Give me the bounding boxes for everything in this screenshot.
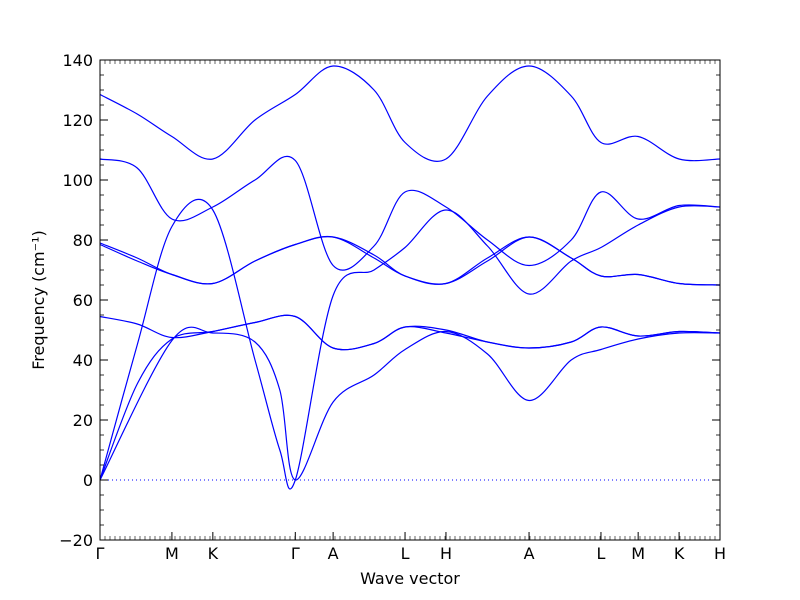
- y-tick-label: −20: [59, 531, 93, 550]
- series-branch-1: [99, 326, 721, 481]
- y-tick-label: 100: [62, 171, 93, 190]
- x-tick-label: M: [631, 544, 645, 563]
- y-tick-label: 0: [83, 471, 93, 490]
- x-tick-label: K: [674, 544, 685, 563]
- series-branch-6: [99, 198, 721, 490]
- y-tick-label: 20: [73, 411, 93, 430]
- x-tick-label: L: [401, 544, 410, 563]
- x-tick-label: A: [328, 544, 339, 563]
- y-tick-label: 120: [62, 111, 93, 130]
- series-branch-8: [99, 65, 721, 162]
- series-layer: [99, 65, 721, 490]
- series-branch-7: [99, 155, 721, 271]
- x-axis-label: Wave vector: [360, 569, 460, 588]
- y-tick-label: 80: [73, 231, 93, 250]
- x-tick-label: K: [208, 544, 219, 563]
- x-tick-label: L: [596, 544, 605, 563]
- x-tick-label: Γ: [96, 544, 105, 563]
- plot-area-frame: [99, 59, 721, 541]
- y-tick-label: 140: [62, 51, 93, 70]
- series-branch-2: [99, 314, 721, 481]
- x-tick-label: H: [440, 544, 452, 563]
- y-axis-ticks: −20 0 20 40 60 80 100 120 140: [59, 51, 720, 550]
- y-tick-label: 60: [73, 291, 93, 310]
- x-tick-label: H: [714, 544, 726, 563]
- y-axis-label: Frequency (cm⁻¹): [29, 230, 48, 369]
- x-tick-label: Γ: [291, 544, 300, 563]
- x-tick-label: A: [524, 544, 535, 563]
- series-branch-5: [99, 235, 721, 286]
- series-branch-3: [99, 314, 721, 351]
- y-tick-label: 40: [73, 351, 93, 370]
- x-tick-label: M: [165, 544, 179, 563]
